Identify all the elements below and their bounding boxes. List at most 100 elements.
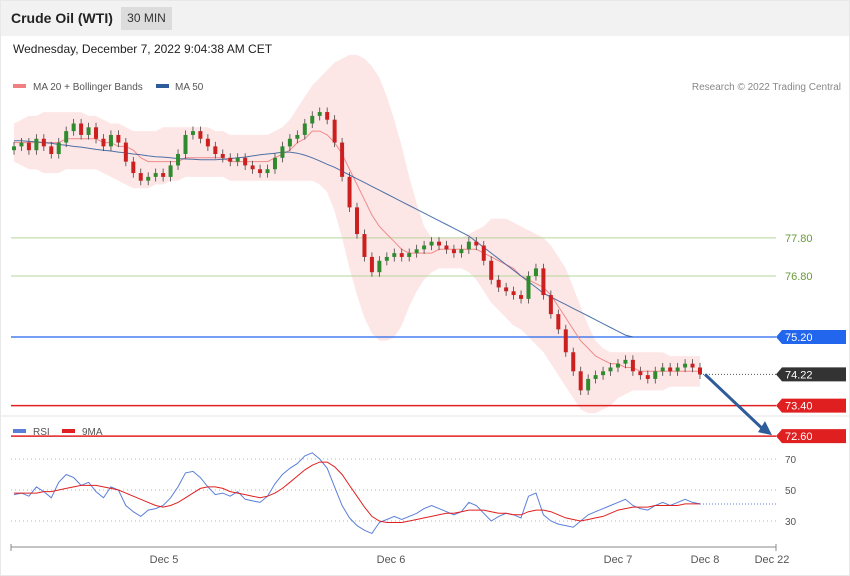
candle-body: [504, 287, 509, 292]
candle-body: [183, 134, 188, 154]
candle-body: [243, 157, 248, 166]
candle-body: [101, 138, 106, 147]
candle-body: [593, 375, 598, 379]
candle-body: [205, 138, 210, 147]
candle-body: [481, 245, 486, 261]
candle-body: [355, 207, 359, 235]
forecast-arrow-head: [758, 421, 772, 436]
legend-label-ma50: MA 50: [175, 82, 204, 93]
ma20-line: [14, 130, 700, 372]
forecast-arrow-shaft: [703, 373, 766, 432]
candle-body: [668, 367, 673, 372]
candle-body: [533, 268, 538, 276]
timeframe-badge[interactable]: 30 MIN: [121, 7, 172, 30]
x-tick-dec-22: Dec 22: [755, 554, 790, 566]
candle-body: [94, 127, 99, 139]
candle-body: [653, 371, 658, 379]
candle-body: [161, 173, 166, 177]
candle-body: [511, 291, 516, 296]
candle-body: [660, 367, 665, 372]
candle-body: [213, 146, 218, 154]
candle-body: [638, 371, 643, 376]
level-label-73.40: 73.40: [785, 401, 813, 413]
candle-body: [325, 112, 330, 120]
candle-body: [474, 241, 479, 246]
candle-body: [71, 123, 76, 132]
candle-body: [220, 154, 225, 158]
candle-body: [578, 371, 583, 391]
candle-body: [198, 131, 203, 139]
rsi-panel: 70 50 30: [11, 452, 797, 535]
level-label-75.20: 75.20: [785, 332, 813, 344]
level-tag-73.40: [776, 398, 846, 413]
candle-body: [250, 165, 255, 170]
level-tag-72.60: [776, 429, 846, 444]
candle-body: [489, 260, 494, 280]
chart-header: Crude Oil (WTI) 30 MIN: [0, 0, 850, 36]
candle-body: [108, 134, 113, 147]
candle-body: [41, 138, 46, 147]
candle-body: [369, 256, 374, 273]
candle-body: [176, 154, 181, 166]
candle-body: [407, 253, 412, 257]
candle-body: [131, 161, 136, 174]
candle-body: [563, 329, 568, 353]
candle-body: [168, 165, 173, 177]
candle-body: [228, 157, 233, 162]
candle-body: [153, 173, 158, 177]
candle-body: [683, 363, 688, 368]
candle-body: [56, 142, 61, 154]
candle-body: [287, 138, 292, 147]
candle-body: [630, 359, 635, 372]
candle-body: [541, 268, 546, 296]
candle-body: [280, 146, 285, 158]
candle-body: [466, 241, 471, 250]
level-lines: [11, 237, 776, 437]
candle-body: [526, 276, 531, 299]
candle-body: [123, 142, 128, 162]
level-label-77.80: 77.80: [785, 233, 813, 245]
rsi-tick-30: 30: [785, 517, 797, 528]
candle-body: [548, 295, 553, 315]
candle-body: [377, 260, 382, 273]
candle-body: [571, 352, 576, 372]
x-tick-dec-8: Dec 8: [691, 554, 720, 566]
candle-body: [675, 367, 680, 372]
candle-body: [608, 367, 613, 372]
level-label-74.22: 74.22: [785, 369, 813, 381]
candle-body: [362, 234, 367, 257]
rsi-series-RSI: [13, 452, 701, 535]
candle-body: [12, 146, 16, 151]
candle-body: [146, 176, 151, 181]
legend-label-rsi: RSI: [33, 427, 50, 438]
legend-swatch-ma20: [13, 84, 26, 88]
credit-text: Research © 2022 Trading Central: [692, 82, 841, 93]
candle-body: [698, 367, 702, 375]
legend-label-ma20: MA 20 + Bollinger Bands: [33, 82, 143, 93]
candle-body: [601, 371, 606, 376]
time-axis: Dec 5 Dec 6 Dec 7 Dec 8 Dec 22: [10, 544, 790, 566]
candle-body: [317, 112, 322, 116]
candle-body: [310, 115, 315, 124]
candle-body: [79, 123, 84, 135]
x-tick-dec-5: Dec 5: [150, 554, 179, 566]
candle-body: [623, 359, 628, 364]
level-tag-75.20: [776, 330, 846, 344]
candle-body: [49, 146, 54, 154]
candle-body: [235, 157, 240, 162]
candle-body: [451, 249, 456, 254]
level-tag-74.22: [776, 367, 846, 382]
candle-body: [86, 127, 91, 135]
candle-body: [384, 256, 389, 261]
legend-swatch-ma50: [156, 84, 169, 88]
candle-body: [645, 375, 650, 379]
candle-body: [586, 378, 591, 391]
x-tick-dec-7: Dec 7: [604, 554, 633, 566]
candle-body: [138, 173, 143, 181]
rsi-series-9MA: [14, 461, 700, 523]
level-label-76.80: 76.80: [785, 271, 813, 283]
forecast-arrow: [703, 373, 772, 436]
legend-label-9ma: 9MA: [82, 427, 103, 438]
candle-body: [116, 134, 121, 143]
